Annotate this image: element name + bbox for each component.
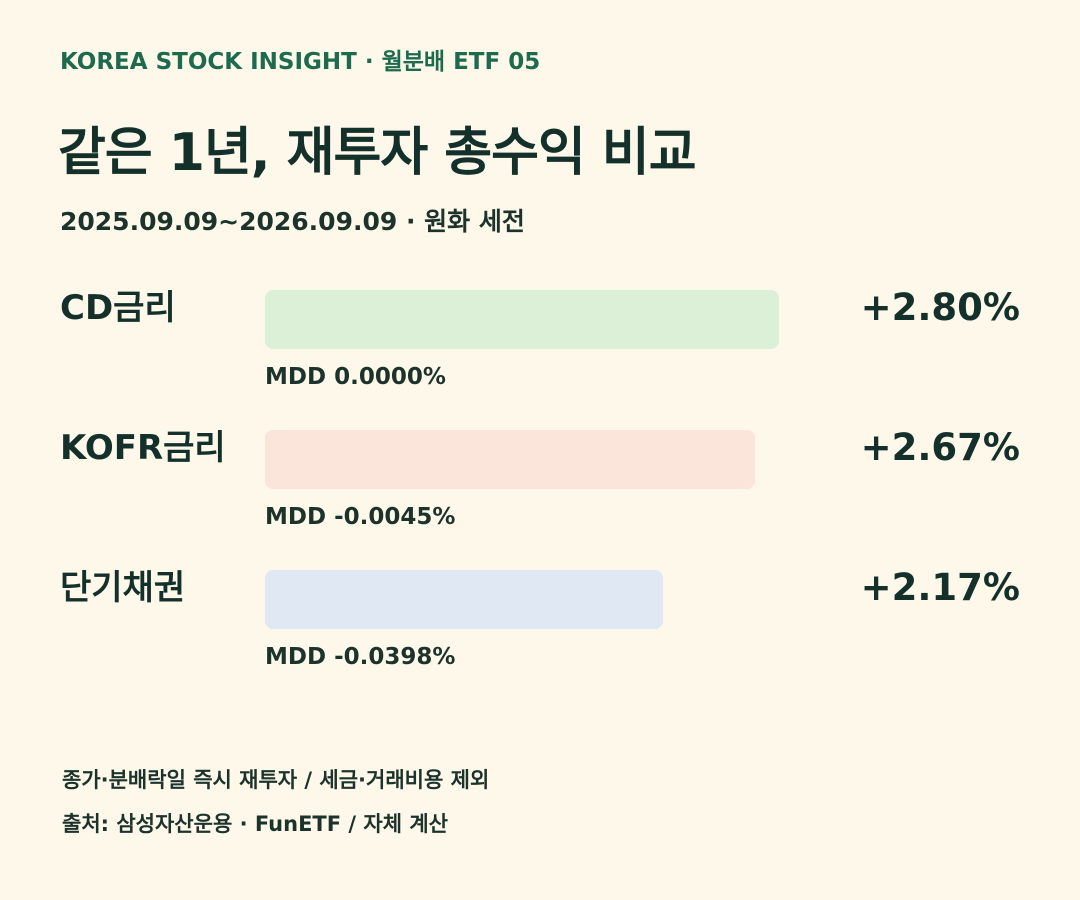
category-label: KOFR금리 [60,428,226,468]
bar-row: CD금리 +2.80% MDD 0.0000% [0,280,1080,400]
footnote-method: 종가·분배락일 즉시 재투자 / 세금·거래비용 제외 [62,768,490,792]
footnote-source: 출처: 삼성자산운용 · FunETF / 자체 계산 [62,812,448,836]
mdd-label: MDD 0.0000% [265,364,446,390]
bar [265,290,779,349]
bar-row: 단기채권 +2.17% MDD -0.0398% [0,560,1080,680]
value-label: +2.80% [860,286,1020,329]
eyebrow: KOREA STOCK INSIGHT · 월분배 ETF 05 [60,49,541,75]
bar [265,570,664,629]
mdd-label: MDD -0.0398% [265,644,456,670]
category-label: CD금리 [60,288,176,328]
mdd-label: MDD -0.0045% [265,504,456,530]
category-label: 단기채권 [60,568,186,608]
value-label: +2.17% [860,566,1020,609]
bar [265,430,756,489]
page-subtitle: 2025.09.09~2026.09.09 · 원화 세전 [60,207,525,236]
page-title: 같은 1년, 재투자 총수익 비교 [58,123,697,183]
value-label: +2.67% [860,426,1020,469]
bar-row: KOFR금리 +2.67% MDD -0.0045% [0,420,1080,540]
